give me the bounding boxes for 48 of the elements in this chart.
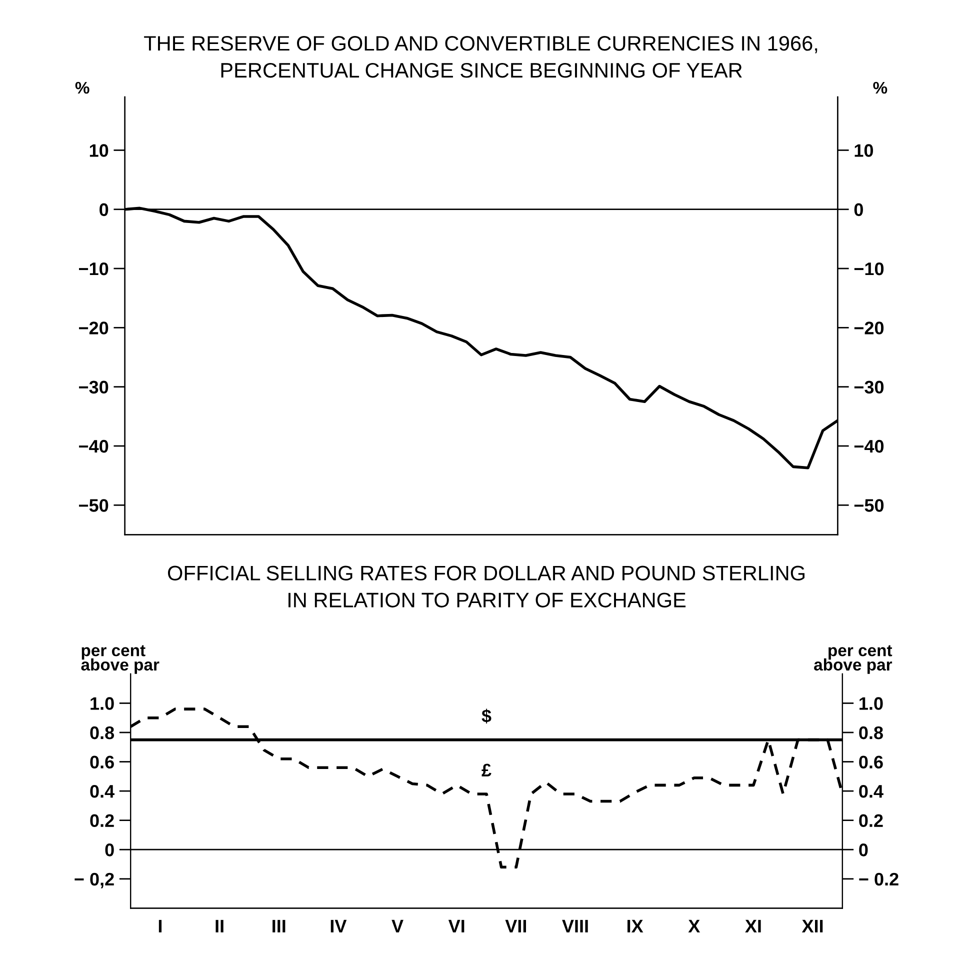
y-tick-label: 0.2	[90, 814, 114, 828]
y2-tick-label: −10	[854, 262, 884, 276]
x-tick-label: V	[392, 920, 404, 932]
series-label: $	[482, 708, 492, 724]
x-tick-label: VII	[505, 920, 526, 932]
y-tick-label: 0.4	[90, 784, 114, 798]
x-tick-label: VIII	[562, 920, 588, 932]
y2-tick-label: 0.6	[859, 756, 883, 768]
y-tick-label: 1.0	[90, 697, 114, 710]
y-tick-label: − 0,2	[74, 872, 114, 888]
x-tick-label: III	[272, 920, 286, 932]
y2-tick-label: − 0.2	[859, 872, 898, 886]
y-tick-label: 0.8	[90, 726, 114, 740]
y2-tick-label: −30	[854, 380, 884, 394]
y-tick-label: −20	[78, 322, 108, 334]
y2-tick-label: 0.2	[859, 814, 883, 828]
y2-tick-label: −50	[854, 499, 884, 512]
x-tick-label: XII	[802, 920, 823, 932]
x-tick-label: X	[688, 920, 700, 932]
x-tick-label: II	[216, 920, 224, 932]
y2-axis-title: per cent above par	[814, 645, 892, 674]
y-axis-title: %	[75, 82, 90, 94]
x-tick-label: I	[158, 920, 162, 932]
y-tick-label: 0	[100, 203, 108, 216]
y2-tick-label: 1.0	[860, 697, 883, 710]
chart-title: THE RESERVE OF GOLD AND CONVERTIBLE CURRENCIES IN 1966, PERCENTUAL CHANGE SINCE BEGINNING OF YEAR	[144, 36, 818, 78]
y-tick-label: −50	[78, 499, 108, 512]
y2-tick-label: 0	[854, 203, 863, 216]
chart-title: OFFICIAL SELLING RATES FOR DOLLAR AND POUND STERLING IN RELATION TO PARITY OF EXCHANGE	[168, 566, 804, 608]
y2-tick-label: 10	[854, 144, 873, 157]
y2-tick-label: 0.4	[859, 784, 884, 798]
y2-tick-label: −40	[854, 440, 884, 453]
y2-tick-label: −20	[854, 322, 884, 334]
x-tick-label: IV	[330, 920, 347, 932]
y-axis-title: per cent above par	[81, 645, 160, 674]
y-tick-label: 0.6	[90, 756, 114, 768]
y-tick-label: 0	[105, 844, 114, 856]
y2-axis-title: %	[873, 82, 888, 94]
x-tick-label: XI	[745, 920, 761, 932]
y-tick-label: −40	[78, 440, 108, 453]
x-tick-label: VI	[448, 920, 464, 932]
y2-tick-label: 0.8	[859, 726, 883, 740]
y-tick-label: −30	[78, 380, 108, 394]
y2-tick-label: 0	[859, 844, 868, 856]
y-tick-label: −10	[78, 262, 108, 276]
x-tick-label: IX	[627, 920, 644, 932]
y-tick-label: 10	[90, 144, 108, 157]
series-label: £	[482, 764, 492, 776]
